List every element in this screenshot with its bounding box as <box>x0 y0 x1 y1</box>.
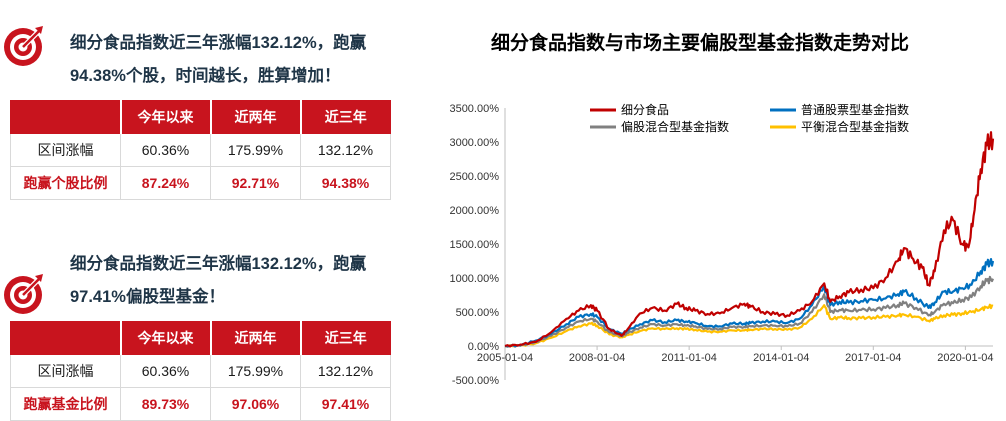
column-header: 近两年 <box>210 321 302 355</box>
x-tick-label: 2017-01-04 <box>845 352 901 364</box>
column-header: 近三年 <box>300 100 391 134</box>
series-line <box>505 258 995 348</box>
target-icon <box>4 274 43 314</box>
row-label: 跑赢个股比例 <box>10 166 121 200</box>
x-tick-label: 2008-01-04 <box>569 352 625 364</box>
table-cell: 87.24% <box>120 166 211 200</box>
heading-line-2: 94.38%个股，时间越长，胜算增加！ <box>70 67 341 85</box>
table-row: 跑赢个股比例 87.24% 92.71% 94.38% <box>10 166 391 200</box>
table-row: 跑赢基金比例 89.73% 97.06% 97.41% <box>10 387 391 421</box>
heading-line-1: 细分食品指数近三年涨幅132.12%，跑赢 <box>70 34 367 52</box>
x-tick-label: 2014-01-04 <box>753 352 809 364</box>
y-tick-label: 1000.00% <box>449 273 499 285</box>
row-label: 跑赢基金比例 <box>10 387 121 421</box>
panel-heading: 细分食品指数近三年涨幅132.12%，跑赢 97.41%偏股型基金！ <box>70 248 390 314</box>
table-cell: 60.36% <box>120 133 211 167</box>
row-label: 区间涨幅 <box>10 354 121 388</box>
stats-table: 今年以来 近两年 近三年 区间涨幅 60.36% 175.99% 132.12%… <box>10 321 391 421</box>
line-chart: 3500.00% 3000.00% 2500.00% 2000.00% 1500.00%… <box>449 102 995 387</box>
legend-label: 普通股票型基金指数 <box>801 102 909 117</box>
series-line <box>504 303 994 348</box>
column-header: 近两年 <box>210 100 302 134</box>
heading-line-1: 细分食品指数近三年涨幅132.12%，跑赢 <box>70 255 367 273</box>
x-tick-label: 2020-01-04 <box>937 352 993 364</box>
chart-title: 细分食品指数与市场主要偏股型基金指数走势对比 <box>490 33 909 54</box>
y-tick-label: 2500.00% <box>449 171 499 183</box>
y-tick-label: 3500.00% <box>449 103 499 115</box>
legend-label: 偏股混合型基金指数 <box>621 119 729 134</box>
y-tick-label: 2000.00% <box>449 205 499 217</box>
legend-label: 细分食品 <box>621 102 669 117</box>
table-cell: 60.36% <box>120 354 211 388</box>
y-tick-label: -500.00% <box>452 375 499 387</box>
table-cell: 97.41% <box>300 387 391 421</box>
row-label: 区间涨幅 <box>10 133 121 167</box>
x-tick-label: 2011-01-04 <box>661 352 716 364</box>
table-header-row: 今年以来 近两年 近三年 <box>10 100 391 134</box>
heading-line-2: 97.41%偏股型基金！ <box>70 288 225 306</box>
table-header-row: 今年以来 近两年 近三年 <box>10 321 391 355</box>
panel-heading: 细分食品指数近三年涨幅132.12%，跑赢 94.38%个股，时间越长，胜算增加… <box>70 27 390 93</box>
column-header: 今年以来 <box>120 100 212 134</box>
table-corner <box>10 100 122 134</box>
column-header: 近三年 <box>300 321 391 355</box>
table-cell: 132.12% <box>300 354 391 388</box>
y-tick-label: 1500.00% <box>449 239 499 251</box>
table-cell: 175.99% <box>210 133 301 167</box>
table-row: 区间涨幅 60.36% 175.99% 132.12% <box>10 354 391 388</box>
legend-label: 平衡混合型基金指数 <box>801 119 909 134</box>
column-header: 今年以来 <box>120 321 212 355</box>
x-tick-label: 2005-01-04 <box>477 352 533 364</box>
table-corner <box>10 321 122 355</box>
table-cell: 175.99% <box>210 354 301 388</box>
table-cell: 132.12% <box>300 133 391 167</box>
table-cell: 97.06% <box>210 387 301 421</box>
table-cell: 89.73% <box>120 387 211 421</box>
y-tick-label: 500.00% <box>456 307 500 319</box>
table-cell: 92.71% <box>210 166 301 200</box>
y-tick-label: 0.00% <box>468 341 499 353</box>
series-line <box>504 131 995 348</box>
target-icon <box>4 26 43 66</box>
table-cell: 94.38% <box>300 166 391 200</box>
table-row: 区间涨幅 60.36% 175.99% 132.12% <box>10 133 391 167</box>
stats-table: 今年以来 近两年 近三年 区间涨幅 60.36% 175.99% 132.12%… <box>10 100 391 200</box>
series-line <box>504 275 995 348</box>
y-tick-label: 3000.00% <box>449 137 499 149</box>
